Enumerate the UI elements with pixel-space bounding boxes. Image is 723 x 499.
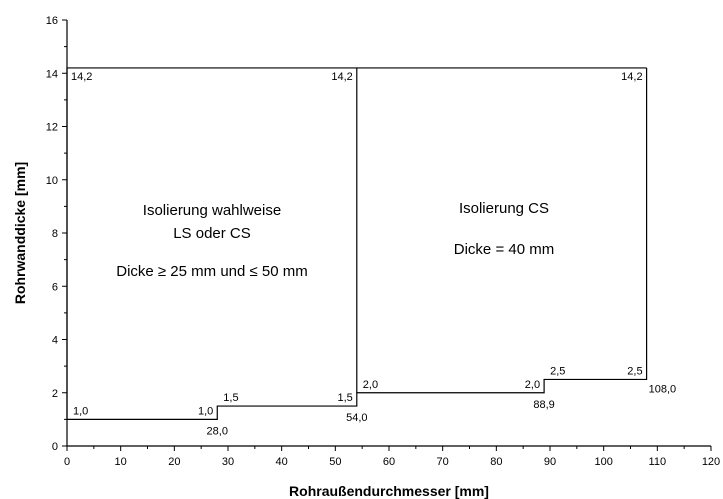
point-label: 1,5: [223, 392, 238, 404]
y-axis-title: Rohrwanddicke [mm]: [12, 162, 28, 304]
point-label: 14,2: [331, 71, 352, 83]
point-label: 1,0: [73, 405, 88, 417]
region-right-line-1: Isolierung CS: [459, 200, 549, 217]
y-tick-label: 0: [52, 441, 58, 453]
point-label: 2,5: [550, 365, 565, 377]
x-tick-label: 110: [649, 456, 667, 468]
y-tick-label: 16: [46, 15, 58, 27]
x-tick-label: 80: [490, 456, 502, 468]
region-left-line-1: Isolierung wahlweise: [143, 202, 281, 219]
x-tick-label: 120: [702, 456, 720, 468]
point-label: 54,0: [346, 412, 367, 424]
point-label: 1,5: [338, 392, 353, 404]
y-tick-label: 12: [46, 122, 58, 134]
x-tick-label: 20: [168, 456, 180, 468]
y-tick-label: 4: [52, 335, 58, 347]
x-tick-label: 100: [594, 456, 612, 468]
region-left-line-2: LS oder CS: [173, 225, 251, 242]
point-label: 88,9: [533, 399, 554, 411]
point-label: 108,0: [649, 383, 677, 395]
y-tick-label: 14: [46, 68, 58, 80]
region-right-line-2: Dicke = 40 mm: [454, 241, 554, 258]
point-label: 2,0: [525, 379, 540, 391]
x-axis-title: Rohraußendurchmesser [mm]: [289, 483, 489, 499]
x-tick-label: 50: [329, 456, 341, 468]
point-label: 2,0: [363, 379, 378, 391]
y-tick-label: 2: [52, 388, 58, 400]
y-tick-label: 6: [52, 281, 58, 293]
tick-layer: 0 10 20 30 40 50 60 70 80 90 100 110 120 0 2 4 6 8 10 12 14 1…: [46, 15, 720, 468]
point-label: 28,0: [207, 425, 228, 437]
x-tick-label: 0: [64, 456, 70, 468]
y-tick-label: 10: [46, 175, 58, 187]
point-label: 2,5: [627, 365, 642, 377]
label-layer: 14,2 14,2 14,2 1,0 1,0 28,0 1,5 1,5 54,0 2,0 2,0 88…: [71, 71, 676, 437]
x-tick-label: 30: [222, 456, 234, 468]
region-left-line-3: Dicke ≥ 25 mm und ≤ 50 mm: [116, 263, 308, 280]
x-tick-label: 60: [383, 456, 395, 468]
point-label: 1,0: [198, 405, 213, 417]
axis-layer: [66, 20, 711, 447]
x-tick-label: 90: [544, 456, 556, 468]
y-tick-label: 8: [52, 228, 58, 240]
point-label: 14,2: [71, 71, 92, 83]
x-tick-label: 10: [115, 456, 127, 468]
x-tick-label: 40: [276, 456, 288, 468]
x-tick-label: 70: [437, 456, 449, 468]
point-label: 14,2: [621, 71, 642, 83]
